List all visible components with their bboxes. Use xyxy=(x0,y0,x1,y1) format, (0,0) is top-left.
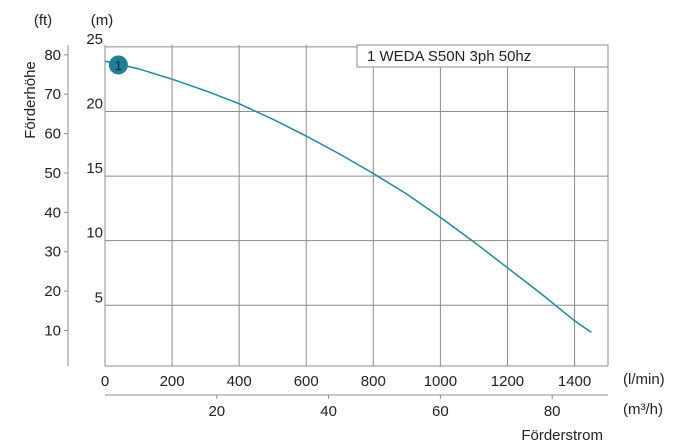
x-unit-lmin: (l/min) xyxy=(623,371,665,388)
y-tick-label-ft: 70 xyxy=(44,86,61,103)
series-marker xyxy=(108,55,128,75)
x-tick-label-lmin: 400 xyxy=(227,373,252,390)
y-tick-label-ft: 50 xyxy=(44,165,61,182)
x-tick-label-m3h: 20 xyxy=(208,403,225,420)
y-tick-label-ft: 30 xyxy=(44,244,61,261)
y-tick-label-ft: 80 xyxy=(44,47,61,64)
x-tick-label-lmin: 600 xyxy=(294,373,319,390)
series-line xyxy=(104,60,592,334)
x-tick-label-m3h: 40 xyxy=(320,403,337,420)
x-axis-title: Förderstrom xyxy=(521,427,603,444)
y-tick-label-m: 10 xyxy=(86,225,103,242)
x-tick-label-lmin: 200 xyxy=(160,373,185,390)
x-tick-label-m3h: 80 xyxy=(544,403,561,420)
y-tick-label-ft: 40 xyxy=(44,204,61,221)
y-unit-ft: (ft) xyxy=(34,12,52,29)
y-tick-label-m: 15 xyxy=(86,160,103,177)
y-axis-title: Förderhöhe xyxy=(22,61,39,139)
x-unit-m3h: (m³/h) xyxy=(623,401,663,418)
legend-label: 1 WEDA S50N 3ph 50hz xyxy=(367,48,531,65)
x-tick-label-m3h: 60 xyxy=(432,403,449,420)
y-tick-label-m: 5 xyxy=(95,289,103,306)
x-tick-label-lmin: 1400 xyxy=(558,373,591,390)
y-tick-label-ft: 20 xyxy=(44,283,61,300)
legend-box xyxy=(356,44,609,68)
y-tick-label-m: 25 xyxy=(86,31,103,48)
x-tick-label-lmin: 1200 xyxy=(491,373,524,390)
y-tick-label-ft: 10 xyxy=(44,322,61,339)
x-tick-label-lmin: 1000 xyxy=(424,373,457,390)
series-marker-label: 1 xyxy=(115,58,122,73)
y-tick-label-m: 20 xyxy=(86,95,103,112)
y-tick-label-ft: 60 xyxy=(44,126,61,143)
x-tick-label-lmin: 800 xyxy=(361,373,386,390)
x-tick-label-lmin: 0 xyxy=(101,373,109,390)
y-unit-m: (m) xyxy=(91,12,114,29)
